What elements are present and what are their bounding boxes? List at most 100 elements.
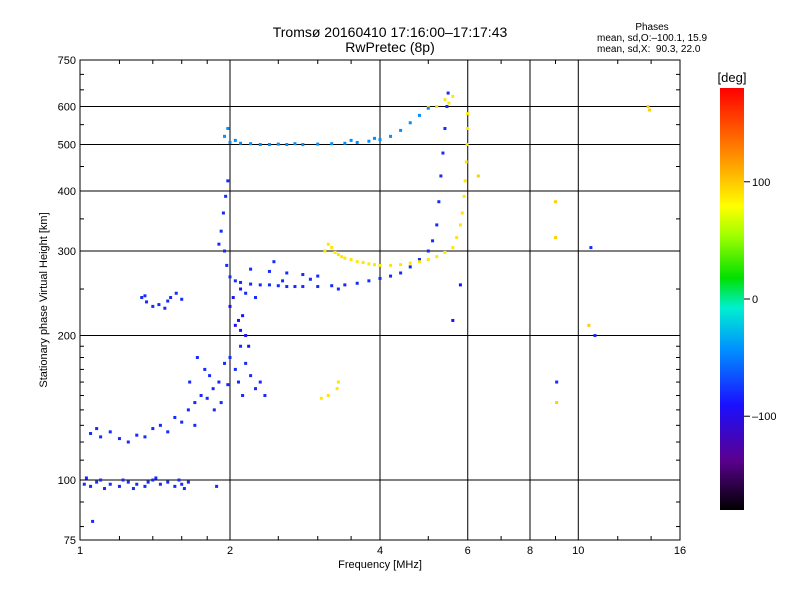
data-point	[336, 287, 340, 291]
data-point	[553, 200, 557, 204]
data-point	[441, 151, 445, 155]
data-point	[443, 126, 447, 130]
data-point	[336, 253, 340, 257]
data-point	[143, 484, 147, 488]
y-tick-label: 500	[58, 140, 76, 152]
data-point	[226, 179, 230, 183]
data-point	[247, 344, 251, 348]
y-axis-label: Stationary phase Virtual Height [km]	[38, 212, 50, 387]
data-point	[233, 367, 237, 371]
data-point	[399, 128, 403, 132]
colorbar-tick-label: 0	[752, 294, 758, 306]
data-point	[355, 281, 359, 285]
data-point	[177, 478, 181, 482]
data-point	[316, 285, 320, 289]
data-point	[451, 94, 455, 98]
data-point	[236, 318, 240, 322]
data-point	[253, 296, 257, 300]
data-point	[241, 314, 245, 318]
data-point	[343, 283, 347, 287]
data-point	[182, 487, 186, 491]
data-point	[215, 484, 219, 488]
colorbar-unit: [deg]	[718, 70, 747, 85]
data-point	[349, 258, 353, 262]
data-point	[443, 98, 447, 102]
data-point	[95, 427, 99, 431]
data-point	[408, 265, 412, 269]
data-point	[417, 113, 421, 117]
grid-lines	[80, 60, 680, 540]
data-point	[131, 487, 135, 491]
data-point	[199, 394, 203, 398]
data-point	[151, 478, 155, 482]
data-point	[446, 91, 450, 95]
data-point	[455, 236, 459, 240]
data-point	[276, 284, 280, 288]
data-point	[236, 380, 240, 384]
data-point	[126, 480, 130, 484]
title-line-2: RwPretec (8p)	[345, 39, 435, 55]
x-tick-label: 10	[572, 545, 584, 557]
data-point	[135, 433, 139, 437]
data-point	[330, 284, 334, 288]
data-point	[158, 423, 162, 427]
x-axis-label: Frequency [MHz]	[338, 559, 422, 571]
data-point	[143, 294, 147, 298]
data-point	[378, 276, 382, 280]
data-point	[145, 300, 149, 304]
data-point	[140, 296, 144, 300]
data-point	[462, 194, 466, 198]
data-point	[117, 437, 121, 441]
data-point	[466, 126, 470, 130]
data-point	[316, 274, 320, 278]
data-point	[451, 318, 455, 322]
data-point	[333, 250, 337, 254]
data-point	[435, 105, 439, 109]
data-point	[319, 396, 323, 400]
data-point	[435, 255, 439, 259]
data-point	[378, 138, 382, 142]
data-point	[223, 249, 227, 253]
data-point	[233, 323, 237, 327]
data-point	[239, 280, 243, 284]
data-point	[249, 282, 253, 286]
data-point	[99, 435, 103, 439]
data-point	[285, 285, 289, 289]
data-point	[373, 263, 377, 267]
data-point	[378, 263, 382, 267]
data-point	[205, 396, 209, 400]
data-point	[180, 297, 184, 301]
data-point	[399, 263, 403, 267]
data-point	[555, 380, 559, 384]
phase-stats-x: mean, sd,X: 90.3, 22.0	[597, 44, 701, 55]
data-point	[228, 355, 232, 359]
phase-stats-heading: Phases	[635, 22, 669, 33]
data-point	[169, 296, 173, 300]
data-point	[593, 334, 597, 338]
data-point	[95, 480, 99, 484]
data-point	[89, 484, 93, 488]
data-point	[293, 285, 297, 289]
y-tick-label: 750	[58, 55, 76, 67]
data-point	[463, 179, 467, 183]
data-point	[460, 211, 464, 215]
data-point	[326, 242, 330, 246]
data-point	[180, 420, 184, 424]
data-point	[158, 482, 162, 486]
data-point	[445, 105, 449, 109]
title-line-1: Tromsø 20160410 17:16:00–17:17:43	[272, 24, 508, 40]
data-point	[228, 304, 232, 308]
data-point	[389, 134, 393, 138]
x-tick-label: 8	[527, 545, 533, 557]
x-tick-label: 1	[77, 545, 83, 557]
data-point	[447, 101, 451, 105]
data-point	[166, 480, 170, 484]
data-point	[417, 258, 421, 262]
data-point	[219, 401, 223, 405]
data-point	[103, 487, 107, 491]
data-point	[223, 134, 227, 138]
y-tick-label: 600	[58, 102, 76, 114]
data-point	[426, 106, 430, 110]
data-point	[466, 112, 470, 116]
y-tick-label: 100	[58, 475, 76, 487]
